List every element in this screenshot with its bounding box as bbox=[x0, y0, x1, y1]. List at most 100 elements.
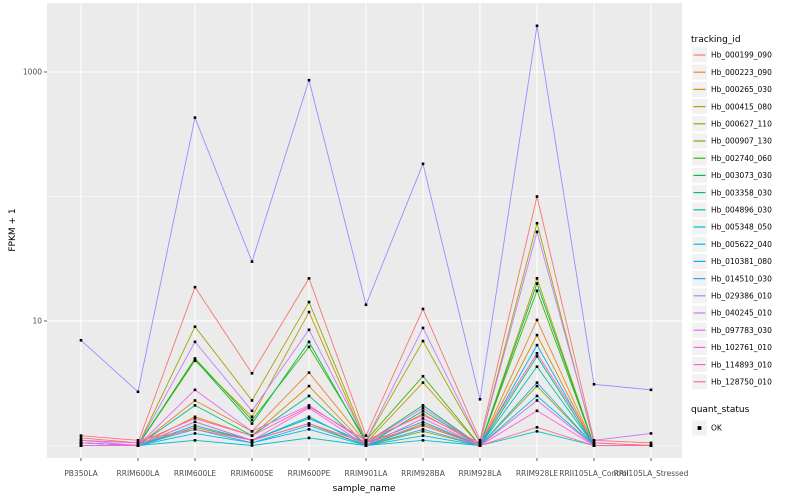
data-point bbox=[250, 415, 254, 419]
data-point bbox=[535, 282, 539, 285]
data-point bbox=[307, 384, 311, 388]
legend-item-label: Hb_000223_090 bbox=[711, 68, 772, 77]
data-point bbox=[478, 398, 482, 401]
data-point bbox=[250, 439, 254, 442]
data-point bbox=[535, 277, 539, 280]
data-point bbox=[421, 409, 425, 413]
data-point bbox=[193, 415, 197, 419]
data-point bbox=[136, 444, 140, 447]
data-point bbox=[307, 404, 311, 407]
data-point bbox=[193, 116, 197, 119]
legend-item-label: OK bbox=[711, 424, 723, 433]
legend-item-label: Hb_003073_030 bbox=[711, 171, 772, 180]
data-point bbox=[193, 417, 197, 420]
data-point bbox=[307, 417, 311, 420]
data-point bbox=[649, 444, 653, 447]
data-point bbox=[421, 427, 425, 431]
data-point bbox=[535, 289, 539, 293]
data-point bbox=[193, 420, 197, 424]
data-point bbox=[250, 372, 254, 375]
y-tick-label: 1000 bbox=[23, 68, 42, 77]
data-point bbox=[136, 441, 140, 445]
data-point bbox=[421, 406, 425, 410]
x-tick-label: RRIM928LE bbox=[516, 469, 559, 478]
legend-item-label: Hb_002740_060 bbox=[711, 154, 772, 163]
legend-item-label: Hb_003358_030 bbox=[711, 188, 772, 197]
data-point bbox=[421, 430, 425, 433]
data-point bbox=[79, 434, 83, 437]
data-point bbox=[307, 371, 311, 374]
data-point bbox=[307, 78, 311, 82]
data-point bbox=[535, 230, 539, 234]
data-point bbox=[193, 432, 197, 435]
data-point bbox=[478, 441, 482, 445]
data-point bbox=[421, 381, 425, 384]
data-point bbox=[592, 383, 596, 386]
data-point bbox=[250, 444, 254, 447]
legend-item-label: Hb_000199_090 bbox=[711, 51, 772, 60]
data-point bbox=[421, 374, 425, 378]
data-point bbox=[79, 436, 83, 440]
data-point bbox=[307, 427, 311, 431]
legend-title-quant-status: quant_status bbox=[691, 405, 750, 415]
data-point bbox=[421, 162, 425, 166]
data-point bbox=[193, 439, 197, 442]
legend-item-label: Hb_000627_110 bbox=[711, 120, 772, 129]
data-point bbox=[193, 426, 197, 429]
data-point bbox=[592, 444, 596, 447]
data-point bbox=[79, 338, 83, 342]
x-tick-label: RRIM928LA bbox=[459, 469, 503, 478]
data-point bbox=[307, 406, 311, 410]
legend-item-label: Hb_029386_010 bbox=[711, 292, 772, 301]
legend-item-label: Hb_128750_010 bbox=[711, 378, 772, 387]
data-point bbox=[535, 333, 539, 337]
data-point bbox=[535, 221, 539, 225]
data-point bbox=[421, 326, 425, 330]
legend-tracking-id: Hb_000199_090 Hb_000223_090 Hb_000265_030 H… bbox=[692, 47, 772, 390]
data-point bbox=[421, 412, 425, 416]
data-point bbox=[535, 430, 539, 433]
legend-item-label: Hb_102761_010 bbox=[711, 343, 772, 352]
data-point bbox=[421, 417, 425, 420]
x-tick-label: RRIM600SE bbox=[231, 469, 274, 478]
data-point bbox=[307, 300, 311, 304]
data-point bbox=[421, 434, 425, 437]
data-point bbox=[193, 285, 197, 289]
data-point bbox=[364, 441, 368, 445]
data-point bbox=[136, 390, 140, 394]
x-tick-label: RRIM600LA bbox=[117, 469, 161, 478]
data-point bbox=[307, 394, 311, 398]
data-point bbox=[364, 303, 368, 307]
data-point bbox=[250, 418, 254, 422]
data-point bbox=[250, 399, 254, 402]
data-point bbox=[649, 432, 653, 435]
data-point bbox=[535, 343, 539, 347]
data-point bbox=[478, 444, 482, 447]
data-point bbox=[193, 358, 197, 361]
data-point bbox=[649, 388, 653, 392]
data-point bbox=[421, 420, 425, 424]
data-point bbox=[535, 24, 539, 28]
data-point bbox=[535, 384, 539, 388]
data-point bbox=[364, 444, 368, 447]
data-point bbox=[250, 434, 254, 437]
data-point bbox=[364, 439, 368, 442]
data-point bbox=[307, 277, 311, 280]
data-point bbox=[535, 355, 539, 358]
data-point bbox=[364, 434, 368, 437]
data-point bbox=[250, 409, 254, 413]
x-axis-title: sample_name bbox=[333, 484, 396, 494]
data-point bbox=[307, 328, 311, 332]
data-point bbox=[193, 340, 197, 344]
data-point bbox=[535, 409, 539, 413]
quant-status-point bbox=[697, 426, 702, 430]
data-point bbox=[535, 352, 539, 355]
x-tick-label: RRII105LA_Control bbox=[559, 469, 629, 478]
data-point bbox=[193, 424, 197, 427]
data-point bbox=[193, 388, 197, 392]
data-point bbox=[307, 345, 311, 349]
data-point bbox=[79, 441, 83, 445]
x-tick-label: RRIM600PE bbox=[288, 469, 331, 478]
data-point bbox=[535, 394, 539, 398]
